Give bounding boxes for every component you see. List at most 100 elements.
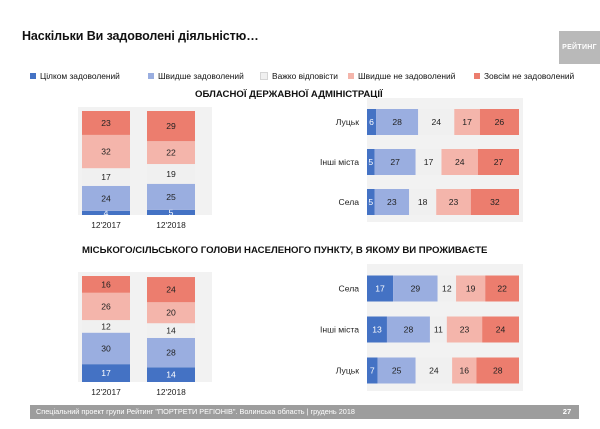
data-label: 26	[101, 301, 111, 311]
bar-segment	[477, 149, 519, 175]
bar-segment	[82, 292, 130, 321]
data-label: 11	[434, 325, 443, 335]
data-label: 4	[104, 208, 109, 218]
data-label: 27	[390, 157, 400, 167]
data-label: 16	[459, 366, 469, 376]
legend-swatch	[348, 73, 354, 79]
bar-segment	[82, 320, 130, 333]
bar-segment	[82, 185, 130, 211]
data-label: 24	[101, 193, 111, 203]
data-label: 17	[101, 368, 111, 378]
legend-label: Важко відповісти	[272, 71, 338, 81]
data-label: 23	[101, 118, 111, 128]
bar-segment	[441, 149, 478, 175]
rating-logo: РЕЙТИНГ	[559, 31, 600, 64]
legend-item: Цілком задоволений	[30, 70, 120, 82]
bar-segment	[82, 111, 130, 135]
data-label: 26	[495, 117, 505, 127]
bar-segment	[452, 357, 477, 384]
page-title: Наскільки Ви задоволені діяльністю…	[22, 29, 259, 43]
legend-label: Цілком задоволений	[40, 71, 120, 81]
data-label: 24	[496, 325, 506, 335]
data-label: 32	[101, 147, 111, 157]
data-label: 12	[442, 284, 452, 294]
data-label: 23	[387, 197, 397, 207]
bar-segment	[147, 302, 195, 324]
legend-swatch	[474, 73, 480, 79]
data-label: 30	[101, 343, 111, 353]
page-number: 27	[555, 405, 579, 419]
y-tick-label: Луцьк	[336, 366, 359, 376]
data-label: 19	[166, 169, 176, 179]
bar-segment	[470, 189, 519, 215]
data-label: 24	[455, 157, 465, 167]
bar-segment	[374, 189, 410, 215]
bar-segment	[436, 189, 471, 215]
bar-segment	[415, 357, 453, 384]
bar-segment	[429, 316, 447, 343]
section-title-local-head: МІСЬКОГО/СІЛЬСЬКОГО ГОЛОВИ НАСЕЛЕНОГО ПУ…	[82, 245, 488, 256]
data-label: 16	[101, 279, 111, 289]
data-label: 7	[370, 366, 375, 376]
bar-segment	[82, 134, 130, 169]
x-tick-label: 12'2018	[156, 220, 186, 230]
data-label: 24	[429, 366, 439, 376]
bar-segment	[82, 276, 130, 293]
legend-label: Швидше не задоволений	[358, 71, 456, 81]
data-label: 13	[372, 325, 382, 335]
data-label: 17	[424, 157, 434, 167]
bar-segment	[456, 275, 486, 302]
legend-swatch	[260, 72, 268, 80]
data-label: 27	[494, 157, 504, 167]
bar-segment	[374, 149, 416, 175]
data-label: 24	[166, 285, 176, 295]
bar-segment	[82, 210, 130, 215]
data-label: 6	[369, 117, 374, 127]
y-tick-label: Інші міста	[320, 325, 359, 335]
bar-segment	[147, 367, 195, 382]
bar-segment	[479, 109, 519, 135]
legend-item: Швидше не задоволений	[348, 70, 455, 82]
x-tick-label: 12'2017	[91, 387, 121, 397]
bar-segment	[409, 189, 437, 215]
bar-segment	[82, 168, 130, 186]
data-label: 22	[166, 148, 176, 158]
bar-segment	[147, 164, 195, 184]
bar-segment	[446, 316, 483, 343]
data-label: 17	[462, 117, 472, 127]
legend-swatch	[148, 73, 154, 79]
chart-legend: Цілком задоволений Швидше задоволений Важк…	[30, 70, 600, 82]
bar-segment	[82, 364, 130, 382]
bar-segment	[147, 209, 195, 215]
data-label: 25	[392, 366, 402, 376]
bar-segment	[367, 357, 378, 384]
data-label: 20	[166, 308, 176, 318]
footer-note: Спеціальний проект групи Рейтинг "ПОРТРЕ…	[30, 405, 566, 419]
bar-segment	[377, 357, 416, 384]
bar-segment	[147, 111, 195, 142]
data-label: 17	[101, 172, 111, 182]
bar-segment	[147, 323, 195, 338]
data-label: 28	[404, 325, 414, 335]
x-tick-label: 12'2018	[156, 387, 186, 397]
bar-segment	[454, 109, 480, 135]
data-label: 14	[166, 370, 176, 380]
bar-segment	[147, 183, 195, 210]
data-label: 25	[166, 192, 176, 202]
data-label: 28	[493, 366, 503, 376]
bar-segment	[147, 277, 195, 303]
legend-item: Зовсім не задоволений	[474, 70, 574, 82]
bar-segment	[367, 275, 394, 302]
data-label: 23	[460, 325, 470, 335]
bar-segment	[376, 109, 419, 135]
data-label: 28	[392, 117, 402, 127]
data-label: 18	[418, 197, 428, 207]
data-label: 5	[169, 207, 174, 217]
y-tick-label: Села	[339, 197, 360, 207]
legend-label: Зовсім не задоволений	[484, 71, 575, 81]
data-label: 28	[166, 348, 176, 358]
bar-segment	[437, 275, 457, 302]
data-label: 22	[497, 284, 507, 294]
legend-item: Важко відповісти	[260, 70, 338, 82]
bar-segment	[82, 332, 130, 365]
